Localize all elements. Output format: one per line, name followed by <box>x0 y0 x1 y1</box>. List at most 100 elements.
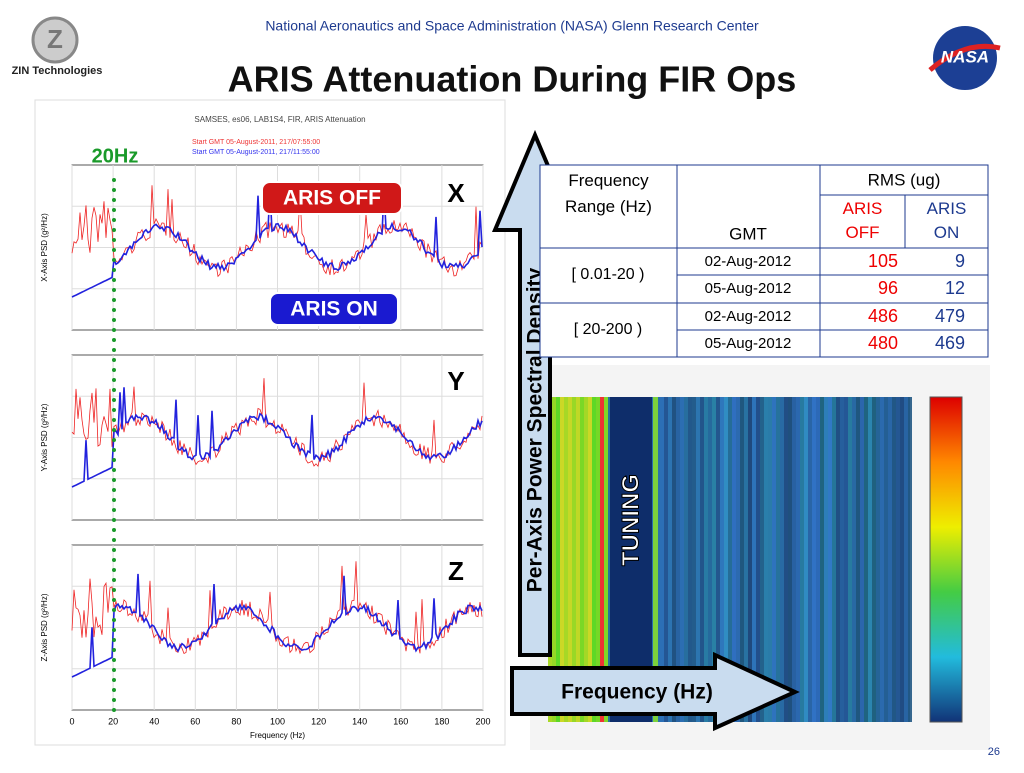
psd-x-tick: 0 <box>69 716 74 726</box>
spectrogram-column <box>728 397 732 722</box>
spectrogram-column <box>556 397 560 722</box>
rms-off-cell: 96 <box>878 278 898 298</box>
psd-x-label: Frequency (Hz) <box>250 731 305 740</box>
spectrogram-column <box>852 397 856 722</box>
spectrogram-column <box>584 397 588 722</box>
psd-curve <box>71 378 483 467</box>
psd-x-tick: 60 <box>190 716 200 726</box>
spectrogram-column <box>836 397 840 722</box>
spectrogram-column <box>712 397 716 722</box>
spectrogram-column <box>760 397 764 722</box>
spectrogram-column <box>776 397 780 722</box>
spectrogram-column <box>604 397 608 722</box>
gmt-cell: 02-Aug-2012 <box>705 253 792 270</box>
spectrogram-column <box>876 397 880 722</box>
spectrogram-column <box>732 397 736 722</box>
spectrogram-column <box>880 397 884 722</box>
aris-on-label: ARIS ON <box>290 298 378 321</box>
spectrogram-column <box>904 397 908 722</box>
range-cell: [ 20-200 ) <box>574 321 642 338</box>
psd-x-tick: 160 <box>393 716 408 726</box>
gmt-cell: 02-Aug-2012 <box>705 308 792 325</box>
psd-curve <box>71 191 483 298</box>
rms-on-cell: 479 <box>935 306 965 326</box>
spectrogram-column <box>768 397 772 722</box>
spectrogram-column <box>720 397 724 722</box>
spectrogram-column <box>784 397 788 722</box>
psd-y-label: X-Axis PSD (g²/Hz) <box>40 213 49 282</box>
spectrogram-column <box>744 397 748 722</box>
psd-curve <box>71 387 483 488</box>
spectrogram-column <box>872 397 876 722</box>
spectrogram-column <box>860 397 864 722</box>
spectrogram-column <box>592 397 596 722</box>
horizontal-arrow-label: Frequency (Hz) <box>561 681 713 704</box>
psd-x-tick: 140 <box>352 716 367 726</box>
spectrogram-column <box>856 397 860 722</box>
spectrogram-column <box>884 397 888 722</box>
on-header: ARIS ON <box>926 199 967 242</box>
spectrogram-column <box>672 397 676 722</box>
rms-off-cell: 105 <box>868 251 898 271</box>
psd-x-tick: 180 <box>434 716 449 726</box>
spectrogram-column <box>828 397 832 722</box>
psd-curve <box>71 185 483 278</box>
spectrogram-column <box>660 397 664 722</box>
spectrogram-column <box>568 397 572 722</box>
spectrogram-column <box>868 397 872 722</box>
spectrogram-column <box>684 397 688 722</box>
spectrogram-column <box>708 397 712 722</box>
rms-off-cell: 480 <box>868 333 898 353</box>
spectrogram-column <box>864 397 868 722</box>
spectrogram-column <box>900 397 904 722</box>
zin-logo-mark: Z <box>47 24 63 54</box>
psd-x-tick: 200 <box>475 716 490 726</box>
spectrogram-column <box>688 397 692 722</box>
spectrogram-column <box>756 397 760 722</box>
axis-y: Y <box>447 366 464 396</box>
spectrogram-column <box>892 397 896 722</box>
spectrogram-column <box>552 397 556 722</box>
spectrogram-column <box>572 397 576 722</box>
rms-off-cell: 486 <box>868 306 898 326</box>
spectrogram-column <box>820 397 824 722</box>
spectrogram-column <box>848 397 852 722</box>
spectrogram-column <box>896 397 900 722</box>
rms-on-cell: 12 <box>945 278 965 298</box>
nasa-swoosh <box>928 43 1001 72</box>
gmt-header: GMT <box>729 224 767 243</box>
psd-y-label: Y-Axis PSD (g²/Hz) <box>40 403 49 471</box>
spectrogram-column <box>664 397 668 722</box>
spectrogram-column <box>740 397 744 722</box>
spectrogram-column <box>796 397 800 722</box>
psd-curve <box>71 573 483 678</box>
tuning-label: TUNING <box>617 474 644 566</box>
spectrogram-column <box>576 397 580 722</box>
org: National Aeronautics and Space Administr… <box>265 18 759 34</box>
table-grid <box>540 165 988 357</box>
spectrogram-column <box>680 397 684 722</box>
spectrogram-column <box>736 397 740 722</box>
axis-z: Z <box>448 556 464 586</box>
nasa-text: NASA <box>941 47 989 66</box>
psd-x-tick: 120 <box>311 716 326 726</box>
spectrogram-column <box>676 397 680 722</box>
spectrogram-line <box>653 397 658 722</box>
psd-y-label: Z-Axis PSD (g²/Hz) <box>40 593 49 661</box>
spectrogram-column <box>800 397 804 722</box>
rms-header: RMS (ug) <box>868 170 941 189</box>
aris-off-label: ARIS OFF <box>283 187 381 210</box>
spectrogram-column <box>724 397 728 722</box>
table <box>539 164 989 358</box>
spectrogram-column <box>764 397 768 722</box>
off-header-box: ARIS OFF <box>843 199 883 242</box>
on-header-box: ARIS ON <box>926 199 967 242</box>
spectrogram-column <box>696 397 700 722</box>
psd-x-tick: 20 <box>108 716 118 726</box>
spectrogram-column <box>788 397 792 722</box>
aris-off-badge <box>261 181 403 215</box>
freq-header: Frequency Range (Hz) <box>565 171 652 216</box>
psd-title: SAMSES, es06, LAB1S4, FIR, ARIS Attenuat… <box>194 115 365 124</box>
spectrogram-column <box>888 397 892 722</box>
